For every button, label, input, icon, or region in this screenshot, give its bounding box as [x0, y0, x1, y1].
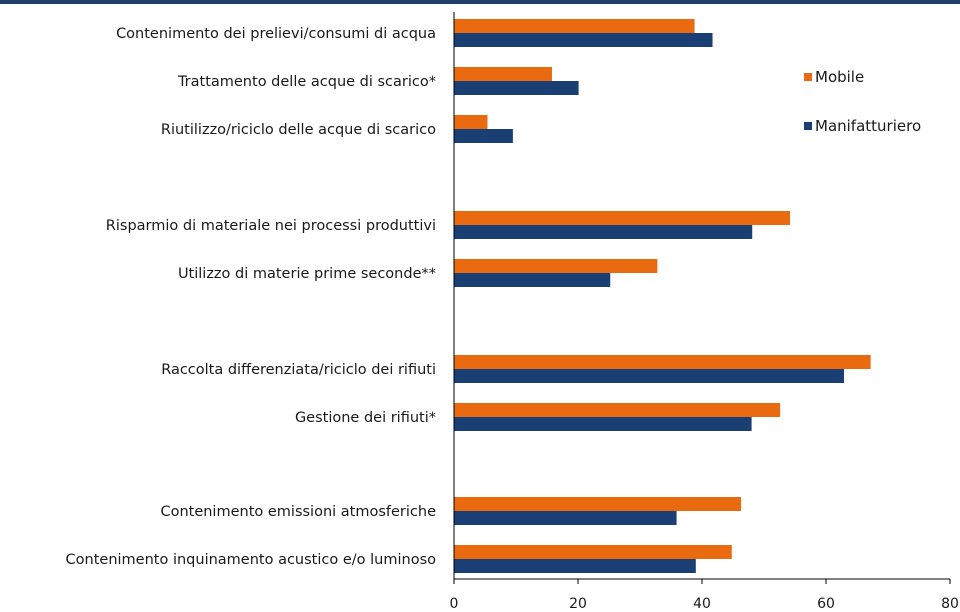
bar-manifatturiero-8 [454, 511, 677, 525]
category-label: Contenimento emissioni atmosferiche [160, 504, 436, 520]
legend-swatch-manifatturiero [804, 122, 812, 130]
bar-manifatturiero-2 [454, 81, 579, 95]
category-label: Trattamento delle acque di scarico* [177, 74, 436, 90]
bar-mobile-2 [454, 67, 552, 81]
top-border [0, 0, 960, 4]
bar-mobile-4 [454, 211, 791, 225]
x-tick-label: 0 [450, 596, 459, 612]
x-tick-label: 60 [817, 596, 835, 612]
x-tick-label: 80 [941, 596, 959, 612]
bar-manifatturiero-9 [454, 559, 696, 573]
bar-mobile-5 [454, 259, 658, 273]
bar-manifatturiero-3 [454, 129, 513, 143]
category-label: Gestione dei rifiuti* [295, 410, 436, 426]
bar-manifatturiero-5 [454, 273, 611, 287]
bar-manifatturiero-1 [454, 33, 713, 47]
legend-label-mobile: Mobile [815, 68, 864, 86]
bar-mobile-7 [454, 403, 781, 417]
bar-mobile-6 [454, 355, 871, 369]
category-label: Contenimento dei prelievi/consumi di acq… [116, 26, 436, 42]
legend-label-manifatturiero: Manifatturiero [815, 117, 921, 135]
bar-mobile-9 [454, 545, 732, 559]
legend: Mobile Manifatturiero [804, 68, 921, 135]
category-label: Raccolta differenziata/riciclo dei rifiu… [161, 362, 436, 378]
axes-layer [453, 12, 951, 584]
bar-mobile-3 [454, 115, 488, 129]
x-tick-label: 20 [569, 596, 587, 612]
bar-manifatturiero-4 [454, 225, 753, 239]
bar-manifatturiero-6 [454, 369, 844, 383]
bar-mobile-8 [454, 497, 742, 511]
category-label: Riutilizzo/riciclo delle acque di scaric… [161, 122, 436, 138]
bars-layer [454, 19, 871, 573]
bar-manifatturiero-7 [454, 417, 752, 431]
legend-swatch-mobile [804, 73, 812, 81]
category-labels: Contenimento dei prelievi/consumi di acq… [66, 26, 437, 568]
bar-mobile-1 [454, 19, 695, 33]
category-label: Risparmio di materiale nei processi prod… [106, 218, 436, 234]
x-tick-labels: 0 20 40 60 80 [450, 596, 959, 612]
x-tick-label: 40 [693, 596, 711, 612]
category-label: Utilizzo di materie prime seconde** [178, 266, 436, 282]
category-label: Contenimento inquinamento acustico e/o l… [66, 552, 437, 568]
